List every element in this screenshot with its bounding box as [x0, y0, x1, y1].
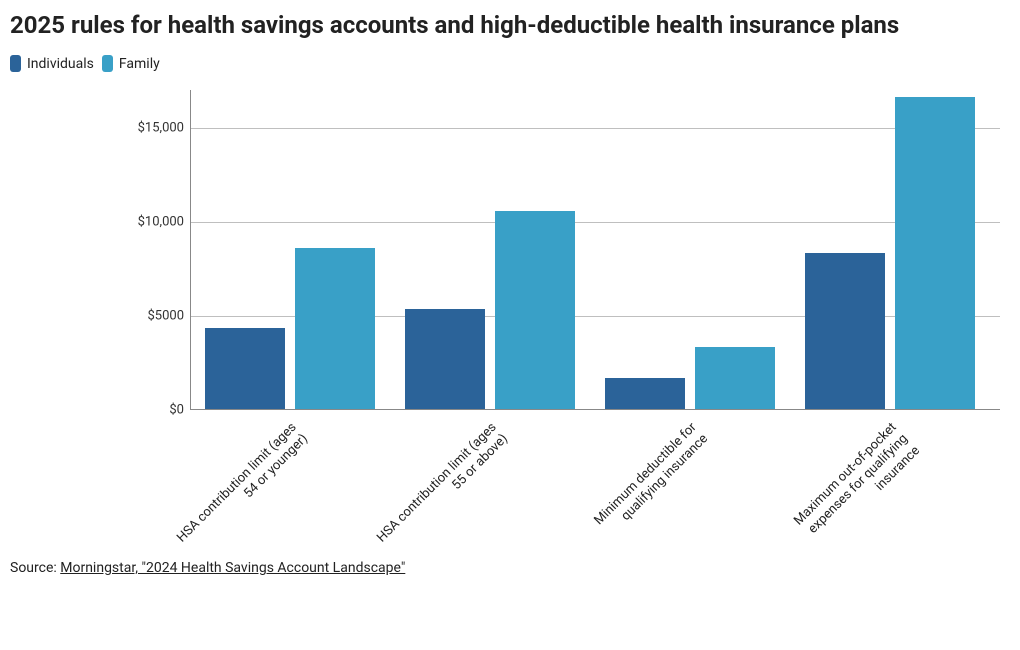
- y-axis-tick: $10,000: [138, 214, 184, 229]
- y-axis-tick: $0: [169, 403, 184, 418]
- chart: $0$5000$10,000$15,000HSA contribution li…: [10, 82, 1010, 552]
- bar-individuals: [805, 253, 885, 409]
- gridline: [191, 128, 1000, 129]
- bar-family: [695, 347, 775, 409]
- source-prefix: Source:: [10, 560, 60, 576]
- gridline: [191, 222, 1000, 223]
- bar-individuals: [405, 309, 485, 409]
- bar-family: [895, 97, 975, 409]
- y-axis-tick: $15,000: [138, 120, 184, 135]
- bar-individuals: [605, 378, 685, 409]
- y-axis-tick: $5000: [147, 309, 184, 324]
- bar-family: [495, 211, 575, 410]
- legend: Individuals Family: [10, 55, 1010, 72]
- chart-title: 2025 rules for health savings accounts a…: [10, 10, 970, 41]
- legend-swatch-family: [102, 55, 113, 72]
- legend-swatch-individuals: [10, 55, 21, 72]
- legend-label-family: Family: [119, 56, 160, 72]
- legend-label-individuals: Individuals: [27, 56, 94, 72]
- bar-individuals: [205, 328, 285, 409]
- plot-area: [190, 90, 1000, 410]
- bar-family: [295, 248, 375, 409]
